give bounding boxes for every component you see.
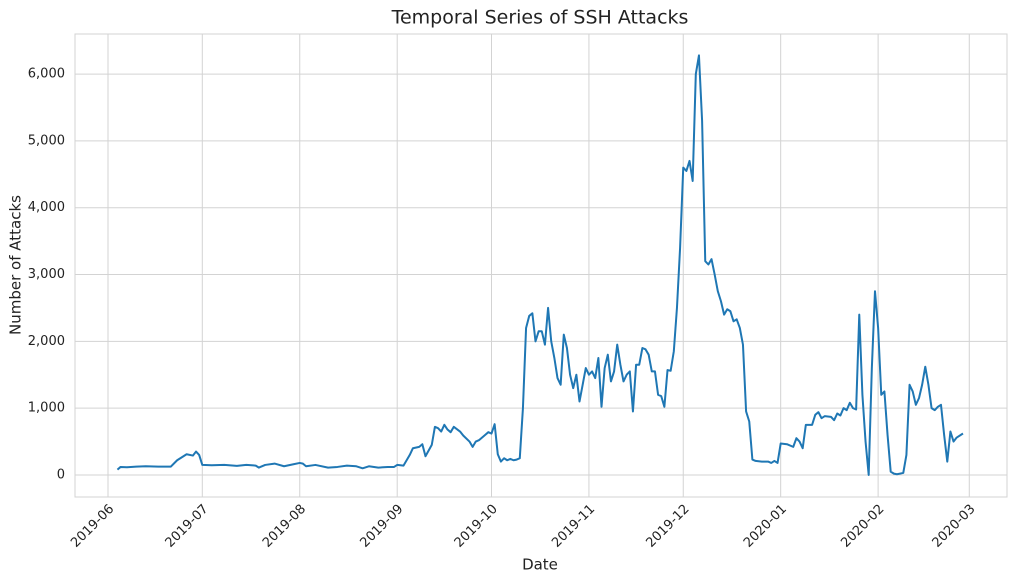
x-tick-label: 2019-10: [452, 502, 501, 551]
y-tick-label: 6,000: [28, 67, 65, 82]
x-tick-label: 2019-06: [68, 502, 117, 551]
x-tick-label: 2019-07: [163, 502, 212, 551]
y-tick-label: 3,000: [28, 267, 65, 282]
y-axis-label: Number of Attacks: [7, 195, 25, 335]
y-tick-label: 5,000: [28, 133, 65, 148]
x-tick-label: 2020-02: [838, 502, 887, 551]
y-tick-label: 0: [57, 467, 65, 482]
x-tick-label: 2020-03: [930, 502, 979, 551]
x-tick-label: 2019-08: [260, 502, 309, 551]
data-line: [116, 54, 964, 476]
x-tick-label: 2019-11: [549, 502, 598, 551]
plot-frame: [74, 33, 1008, 498]
x-tick-label: 2019-12: [644, 502, 693, 551]
x-tick-label: 2019-09: [357, 502, 406, 551]
chart-title: Temporal Series of SSH Attacks: [391, 7, 689, 29]
y-tick-label: 2,000: [28, 334, 65, 349]
y-tick-label: 1,000: [28, 401, 65, 416]
x-tick-label: 2020-01: [741, 502, 790, 551]
x-axis-label: Date: [522, 556, 558, 574]
y-tick-label: 4,000: [28, 200, 65, 215]
